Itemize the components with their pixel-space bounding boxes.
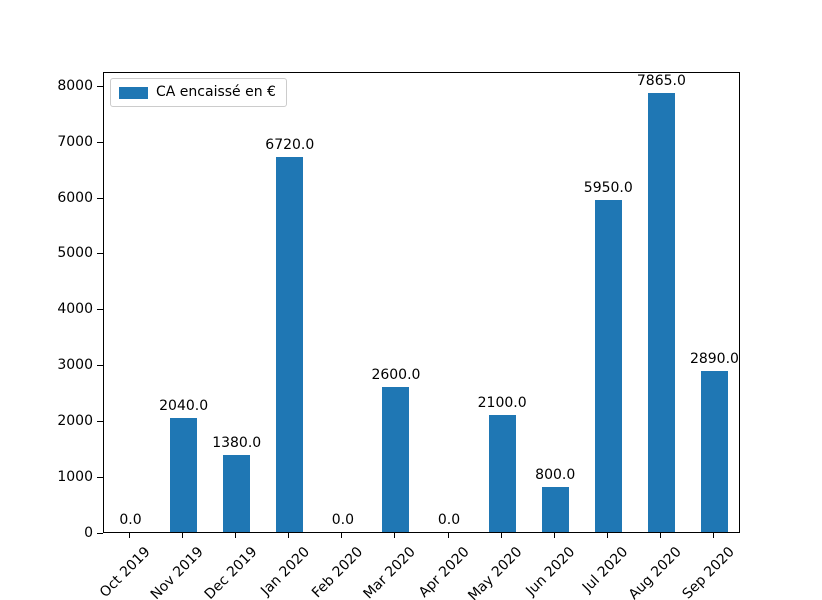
bar [594, 199, 622, 532]
bar-value-label: 0.0 [119, 512, 142, 528]
bar-value-label: 6720.0 [265, 136, 315, 153]
x-tick-mark [394, 533, 396, 538]
y-tick-label: 5000 [57, 245, 93, 262]
y-tick-label: 1000 [57, 468, 93, 485]
bar-value-label: 2040.0 [159, 398, 209, 415]
x-tick-mark [606, 533, 608, 538]
y-tick-label: 6000 [57, 189, 93, 206]
plot-area: 0.0 2040.0 1380.0 6720.0 0.0 2600.0 0.0 2100.0 8… [103, 72, 740, 533]
x-tick-mark [712, 533, 714, 538]
y-tick-mark [97, 253, 103, 255]
bar-value-label: 2100.0 [477, 394, 527, 411]
x-tick-mark [500, 533, 502, 538]
bar-value-label: 2890.0 [689, 350, 739, 367]
bar-value-label: 2600.0 [371, 366, 421, 383]
y-tick-mark [97, 476, 103, 478]
x-tick-label: Oct 2019 [97, 544, 154, 600]
x-tick-label: May 2020 [465, 544, 526, 600]
x-tick-mark [182, 533, 184, 538]
bar [276, 156, 304, 532]
x-tick-label: Dec 2019 [201, 544, 261, 600]
bar-value-label: 800.0 [535, 467, 576, 484]
y-tick-mark [97, 365, 103, 367]
x-tick-label: Apr 2020 [415, 544, 473, 600]
x-tick-label: Jun 2020 [523, 544, 579, 600]
bar-value-label: 5950.0 [583, 179, 633, 196]
x-tick-mark [129, 533, 131, 538]
y-tick-mark [97, 85, 103, 87]
y-tick-label: 4000 [57, 301, 93, 318]
bar-value-label: 1380.0 [212, 434, 262, 451]
x-tick-label: Sep 2020 [679, 544, 738, 600]
x-tick-label: Feb 2020 [309, 544, 367, 600]
x-tick-mark [659, 533, 661, 538]
x-tick-mark [235, 533, 237, 538]
y-tick-mark [97, 532, 103, 534]
bar [700, 370, 728, 532]
y-tick-label: 7000 [57, 133, 93, 150]
bar-value-label: 0.0 [331, 512, 355, 528]
y-tick-mark [97, 309, 103, 311]
legend: CA encaissé en € [110, 78, 287, 107]
y-tick-label: 0 [84, 524, 93, 541]
x-tick-mark [553, 533, 555, 538]
y-tick-label: 8000 [57, 77, 93, 94]
x-tick-label: Jul 2020 [579, 544, 632, 596]
bar [223, 454, 251, 532]
x-tick-mark [341, 533, 343, 538]
x-tick-label: Jan 2020 [258, 544, 314, 599]
x-tick-mark [288, 533, 290, 538]
y-tick-label: 2000 [57, 412, 93, 429]
legend-label: CA encaissé en € [156, 84, 276, 100]
bar [541, 487, 569, 532]
legend-swatch [119, 86, 148, 99]
bar-value-label: 0.0 [437, 512, 461, 528]
bar [170, 418, 198, 532]
x-tick-label: Aug 2020 [625, 544, 685, 600]
y-tick-mark [97, 197, 103, 199]
bar-value-label: 7865.0 [636, 72, 686, 89]
bar [382, 386, 410, 532]
x-tick-mark [447, 533, 449, 538]
y-tick-mark [97, 141, 103, 143]
x-tick-label: Nov 2019 [147, 544, 207, 600]
bar [647, 92, 675, 532]
y-tick-mark [97, 420, 103, 422]
y-tick-label: 3000 [57, 357, 93, 374]
x-tick-label: Mar 2020 [360, 544, 420, 600]
bar [488, 414, 516, 532]
